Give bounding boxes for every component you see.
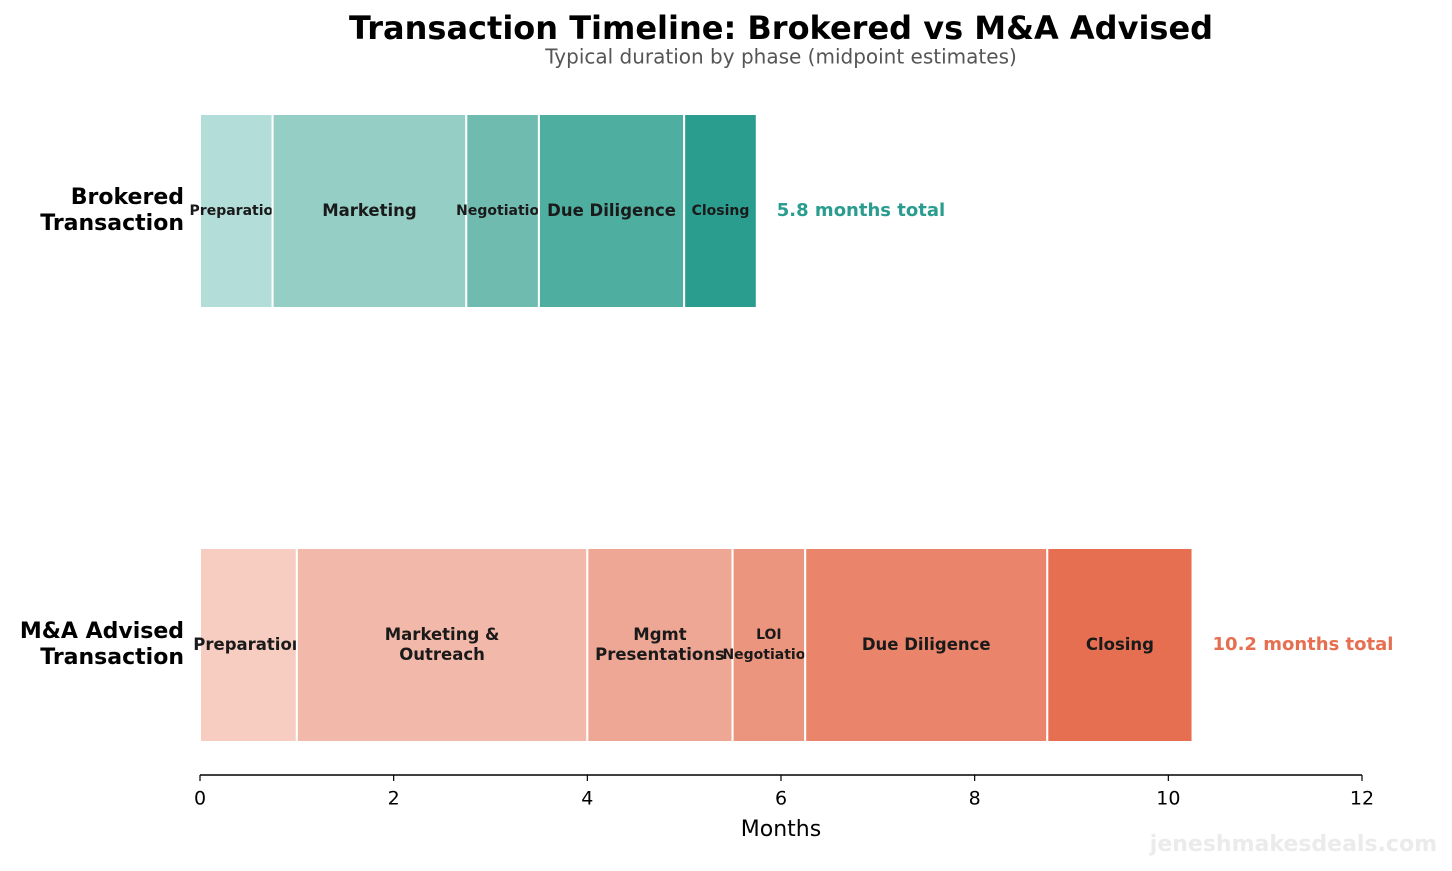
- bar-segment: [683, 113, 758, 309]
- segment-label: Preparation: [193, 635, 303, 654]
- segment-label: Preparation: [190, 203, 284, 219]
- segment-label: Closing: [1086, 635, 1154, 654]
- segment-label: Mgmt Presentations: [595, 625, 725, 664]
- segment-label: Marketing: [322, 201, 417, 220]
- segment-label-line: Negotiation: [456, 203, 549, 219]
- x-tick-label: 6: [775, 788, 787, 810]
- segment-label-line: Preparation: [193, 635, 303, 654]
- segment-label: Marketing & Outreach: [385, 625, 500, 664]
- bar-segment: [1046, 547, 1194, 743]
- category-label-line: Transaction: [40, 211, 184, 236]
- x-tick-label: 0: [194, 788, 206, 810]
- category-label-line: M&A Advised: [20, 619, 184, 644]
- x-tick-label: 4: [581, 788, 593, 810]
- x-tick-label: 12: [1350, 788, 1374, 810]
- bar-segment: [731, 547, 807, 743]
- category-label: M&A Advised Transaction: [20, 619, 184, 670]
- segment-label-line: Preparation: [190, 203, 284, 219]
- x-tick-label: 10: [1156, 788, 1180, 810]
- category-label: Brokered Transaction: [40, 185, 184, 236]
- segment-label-line: Marketing: [322, 201, 417, 220]
- segment-label-line: Due Diligence: [547, 201, 676, 220]
- segment-label-line: Marketing &: [385, 625, 500, 644]
- segment-label-line: Presentations: [595, 645, 725, 664]
- x-axis-label: Months: [741, 817, 821, 842]
- segment-label: Due Diligence: [862, 635, 991, 654]
- watermark: jeneshmakesdeals.com: [1149, 832, 1437, 857]
- segment-label-line: Closing: [692, 203, 750, 219]
- segment-label: LOI Negotiation: [722, 627, 815, 663]
- segment-label-line: Negotiation: [722, 647, 815, 663]
- segment-label-line: Due Diligence: [862, 635, 991, 654]
- chart-title: Transaction Timeline: Brokered vs M&A Ad…: [349, 9, 1213, 47]
- bar-segment: [295, 547, 589, 743]
- x-tick-label: 8: [969, 788, 981, 810]
- segment-label-line: LOI: [756, 627, 782, 643]
- chart-subtitle: Typical duration by phase (midpoint esti…: [544, 45, 1017, 69]
- bar-segment: [271, 113, 468, 309]
- segment-label: Closing: [692, 203, 750, 219]
- category-label-line: Brokered: [71, 185, 184, 210]
- x-tick-label: 2: [388, 788, 400, 810]
- segment-label: Negotiation: [456, 203, 549, 219]
- total-label: 5.8 months total: [777, 200, 945, 221]
- bar-segment: [199, 113, 274, 309]
- segment-label-line: Mgmt: [633, 625, 686, 644]
- category-label-line: Transaction: [40, 645, 184, 670]
- total-label: 10.2 months total: [1213, 634, 1394, 655]
- segment-label-line: Outreach: [399, 645, 485, 664]
- bar-segment: [804, 547, 1049, 743]
- segment-label: Due Diligence: [547, 201, 676, 220]
- bar-segment: [586, 547, 734, 743]
- segment-label-line: Closing: [1086, 635, 1154, 654]
- bar-segment: [199, 547, 298, 743]
